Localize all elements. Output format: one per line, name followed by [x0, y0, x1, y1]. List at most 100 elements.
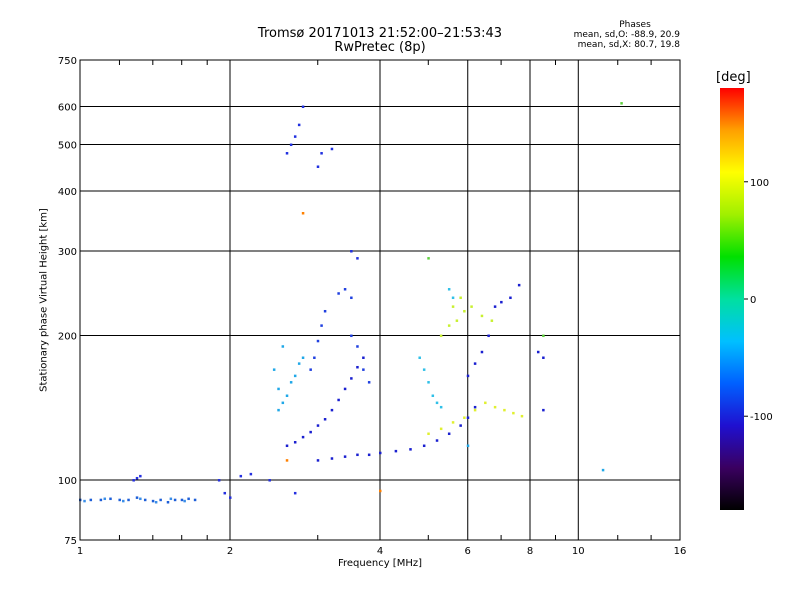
data-point	[620, 102, 623, 105]
data-point	[350, 296, 353, 300]
data-points	[79, 102, 623, 504]
data-point	[542, 356, 545, 359]
data-point	[356, 257, 359, 260]
data-point	[169, 497, 173, 501]
data-point	[281, 401, 285, 405]
data-point	[512, 411, 515, 415]
data-point	[473, 408, 477, 412]
data-point	[343, 288, 347, 291]
x-tick-label: 2	[227, 546, 233, 557]
data-point	[285, 152, 289, 155]
y-tick-label: 200	[58, 332, 77, 343]
data-point	[451, 305, 455, 308]
data-point	[463, 309, 466, 313]
data-point	[466, 374, 470, 378]
data-point	[447, 288, 451, 291]
data-point	[301, 105, 305, 109]
y-tick-label: 100	[58, 476, 77, 487]
data-point	[330, 457, 334, 460]
data-point	[439, 427, 443, 431]
data-point	[350, 250, 353, 253]
data-point	[297, 123, 301, 127]
data-point	[132, 479, 135, 482]
data-point	[447, 324, 451, 327]
data-point	[427, 257, 430, 260]
phase-stats-o: mean, sd,O: -88.9, 20.9	[573, 30, 680, 40]
x-tick-label: 16	[674, 546, 687, 557]
data-point	[109, 497, 112, 501]
data-point	[139, 497, 142, 501]
data-point	[362, 356, 365, 359]
data-point	[309, 430, 312, 434]
data-point	[455, 319, 459, 322]
data-point	[249, 472, 253, 476]
data-point	[493, 405, 497, 409]
plot-frame	[79, 59, 681, 541]
data-point	[313, 356, 316, 359]
data-point	[362, 368, 365, 371]
data-point	[281, 345, 285, 348]
colorbar-ticks: 100 0 -100	[744, 178, 773, 423]
data-point	[409, 448, 412, 451]
colorbar-tick-label: 100	[750, 178, 769, 189]
data-point	[187, 497, 190, 501]
data-point	[439, 334, 443, 338]
data-point	[435, 401, 439, 405]
x-tick-label: 4	[377, 546, 383, 557]
data-point	[542, 408, 545, 412]
data-point	[183, 499, 186, 503]
data-point	[293, 491, 297, 495]
data-point	[239, 474, 243, 478]
data-point	[459, 424, 462, 427]
data-point	[418, 356, 421, 359]
y-tick-label: 500	[58, 141, 77, 152]
data-point	[463, 416, 466, 419]
chart-title-line1: Tromsø 20171013 21:52:00–21:53:43	[257, 26, 503, 41]
data-point	[285, 459, 289, 462]
data-point	[166, 500, 170, 504]
phase-stats-title: Phases	[619, 20, 651, 30]
data-point	[367, 381, 371, 384]
data-point	[217, 479, 221, 482]
data-point	[356, 365, 359, 369]
data-point	[301, 435, 305, 439]
colorbar-unit-label: [deg]	[716, 70, 751, 85]
data-point	[356, 345, 359, 348]
data-point	[503, 408, 506, 412]
data-point	[83, 499, 86, 503]
data-point	[297, 362, 301, 365]
data-point	[316, 165, 320, 168]
data-point	[451, 296, 455, 300]
phase-stats: Phases mean, sd,O: -88.9, 20.9 mean, sd,…	[560, 20, 680, 50]
data-point	[289, 143, 293, 147]
data-point	[439, 405, 443, 409]
phase-stats-x: mean, sd,X: 80.7, 19.8	[577, 40, 680, 50]
data-point	[293, 135, 297, 138]
data-point	[277, 408, 280, 412]
x-axis-label: Frequency [MHz]	[337, 558, 423, 569]
y-tick-label: 75	[64, 536, 77, 547]
data-point	[320, 152, 323, 155]
data-point	[330, 147, 334, 151]
data-point	[601, 468, 605, 472]
data-point	[289, 381, 293, 384]
data-point	[427, 381, 430, 384]
data-point	[103, 497, 107, 501]
chart-title-line2: RwPretec (8p)	[334, 40, 426, 55]
data-point	[135, 496, 139, 499]
y-tick-label: 600	[58, 103, 77, 114]
data-point	[223, 491, 227, 495]
data-point	[466, 416, 470, 419]
data-point	[330, 408, 334, 412]
data-point	[337, 398, 340, 402]
axis-ticks: 1 2 4 6 8 10 16 75 100 200 300 400 500 600 750	[58, 56, 686, 557]
data-point	[285, 444, 289, 448]
data-point	[480, 350, 484, 354]
data-point	[466, 444, 470, 448]
data-point	[193, 498, 197, 502]
data-point	[118, 498, 121, 502]
data-point	[268, 479, 271, 482]
data-point	[272, 368, 276, 371]
x-tick-label: 1	[77, 546, 83, 557]
